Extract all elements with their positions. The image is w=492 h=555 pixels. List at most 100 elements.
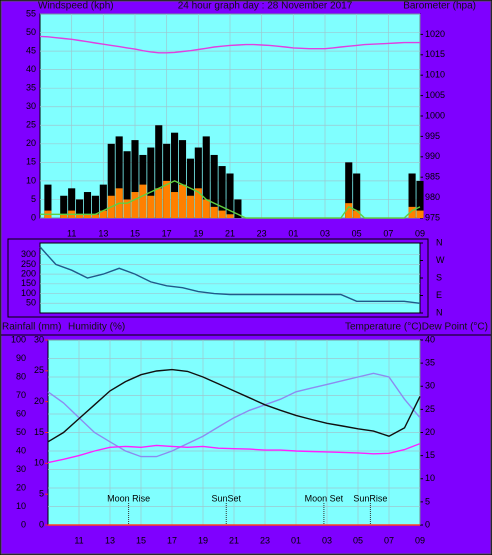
y2-tick-label: N: [436, 237, 443, 247]
y-tick-label: 200: [21, 268, 36, 278]
y2-tick-label: 1010: [425, 70, 445, 80]
bar: [91, 195, 99, 218]
bar: [353, 210, 361, 218]
y2-tick-label: 0: [425, 519, 430, 529]
y3-tick-label: 10: [34, 458, 44, 468]
bar: [218, 210, 226, 218]
bar: [408, 206, 416, 218]
y-tick-label: 45: [26, 45, 36, 55]
bar: [345, 203, 353, 218]
y-tick-label: 30: [16, 464, 26, 474]
y-tick-label: 35: [26, 83, 36, 93]
y2-tick-label: E: [436, 290, 442, 300]
x-tick-label: 17: [162, 228, 172, 238]
y-tick-label: 150: [21, 278, 36, 288]
x-tick-label: 17: [167, 535, 177, 545]
y2-tick-label: 30: [425, 381, 435, 391]
chart-title: 24 hour graph day : 28 November 2017: [178, 1, 353, 12]
bar: [107, 143, 115, 218]
y2-tick-label: 25: [425, 404, 435, 414]
y-tick-label: 30: [26, 101, 36, 111]
bar: [147, 147, 155, 218]
y2-tick-label: 975: [425, 212, 440, 222]
x-tick-label: 23: [257, 228, 267, 238]
y3-tick-label: 25: [34, 365, 44, 375]
series-line: [47, 442, 421, 464]
bar: [353, 173, 361, 218]
y-tick-label: 100: [11, 334, 26, 344]
y2-tick-label: 1020: [425, 29, 445, 39]
y-tick-label: 0: [21, 519, 26, 529]
y-tick-label: 50: [26, 298, 36, 308]
y-tick-label: 50: [26, 27, 36, 37]
y2-tick-label: S: [436, 272, 442, 282]
y2-tick-label: 980: [425, 192, 440, 202]
y3-tick-label: 30: [34, 334, 44, 344]
bar: [194, 147, 202, 218]
x-tick-label: 01: [288, 228, 298, 238]
y-tick-label: 60: [16, 408, 26, 418]
x-tick-label: 13: [105, 535, 115, 545]
y-tick-label: 20: [26, 138, 36, 148]
bar: [163, 180, 171, 218]
bar: [234, 199, 242, 218]
y-tick-label: 10: [26, 175, 36, 185]
x-tick-label: 09: [415, 535, 425, 545]
y-tick-label: 10: [16, 501, 26, 511]
y-tick-label: 0: [31, 212, 36, 222]
bar: [416, 180, 424, 218]
x-tick-label: 11: [74, 535, 83, 545]
bar: [155, 125, 163, 218]
bar: [171, 132, 179, 218]
bar: [76, 199, 84, 218]
bar: [226, 173, 234, 218]
bar: [202, 199, 210, 218]
y-tick-label: 40: [26, 64, 36, 74]
series-line: [39, 35, 420, 54]
x-tick-label: 11: [67, 228, 76, 238]
bar: [131, 140, 139, 218]
bar: [99, 210, 107, 218]
y2-tick-label: 5: [425, 496, 430, 506]
bar: [408, 173, 416, 218]
bar: [131, 192, 139, 218]
y2-tick-label: 985: [425, 172, 440, 182]
y-tick-label: 20: [16, 482, 26, 492]
x-tick-label: 05: [353, 535, 363, 545]
bar: [123, 151, 131, 218]
y-tick-label: 55: [26, 8, 36, 18]
annotation: SunRise: [353, 493, 387, 503]
bar: [155, 188, 163, 218]
bar: [226, 214, 234, 218]
y2-tick-label: 10: [425, 473, 435, 483]
series-line: [47, 368, 421, 443]
y3-tick-label: 0: [39, 519, 44, 529]
x-tick-label: 15: [130, 228, 140, 238]
x-tick-label: 15: [136, 535, 146, 545]
x-tick-label: 07: [383, 228, 393, 238]
bar: [91, 214, 99, 218]
bar: [44, 184, 52, 218]
x-tick-label: 03: [322, 535, 332, 545]
x-tick-label: 07: [384, 535, 394, 545]
y-tick-label: 70: [16, 390, 26, 400]
y3-tick-label: 20: [34, 396, 44, 406]
series-line: [47, 372, 421, 458]
x-tick-label: 19: [193, 228, 203, 238]
bar: [194, 188, 202, 218]
series-line: [39, 246, 421, 304]
y2-axis-label: Temperature (°C)Dew Point (°C): [345, 322, 488, 333]
y2-axis-label: Barometer (hpa): [403, 1, 476, 12]
bar: [210, 154, 218, 218]
y2-tick-label: W: [436, 255, 445, 265]
y3-tick-label: 5: [39, 489, 44, 499]
y-axis-label: Windspeed (kph): [38, 1, 114, 12]
x-tick-label: 09: [415, 228, 425, 238]
annotation: Moon Set: [305, 493, 344, 503]
annotation: Moon Rise: [107, 493, 150, 503]
y-tick-label: 40: [16, 445, 26, 455]
y2-tick-label: 35: [425, 358, 435, 368]
bar: [60, 214, 68, 218]
y-axis-label: Humidity (%): [68, 322, 125, 333]
